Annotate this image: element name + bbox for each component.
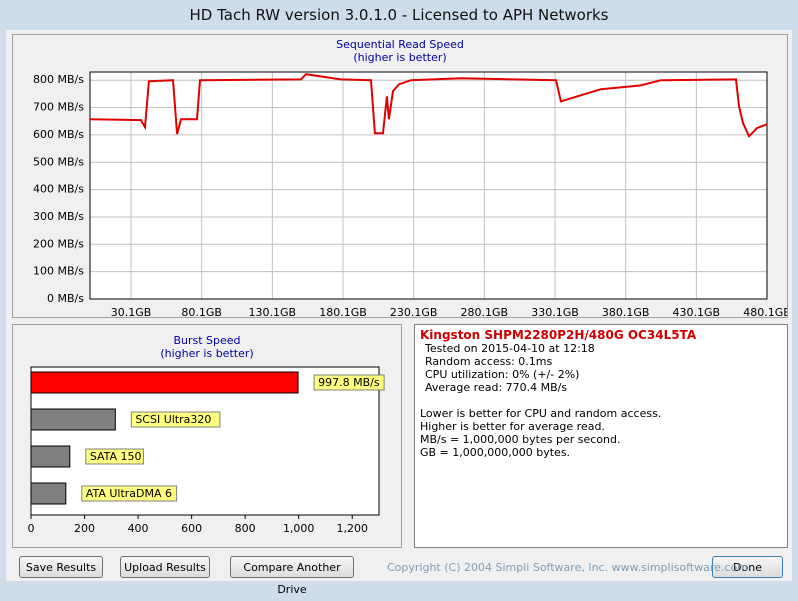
info-line: Lower is better for CPU and random acces… (420, 407, 662, 420)
info-line: Tested on 2015-04-10 at 12:18 (425, 342, 595, 355)
bar (30, 371, 299, 394)
x-tick-label: 400 (128, 522, 149, 535)
burst-chart: Burst Speed (higher is better) 0 200 400 60… (28, 334, 385, 535)
chart-title: Burst Speed (173, 334, 240, 347)
x-tick-label: 180.1GB (319, 306, 367, 317)
y-tick-label: 200 MB/s (33, 237, 84, 250)
x-tick-label: 280.1GB (461, 306, 509, 317)
y-tick-label: 700 MB/s (33, 101, 84, 114)
bar-label: 997.8 MB/s (318, 376, 380, 389)
read-panel: Sequential Read Speed (higher is better)… (12, 34, 791, 319)
burst-panel: Burst Speed (higher is better) 0 200 400 60… (12, 324, 402, 548)
x-tick-label: 30.1GB (111, 306, 152, 317)
x-tick-label: 380.1GB (602, 306, 650, 317)
chart-subtitle: (higher is better) (353, 51, 446, 64)
info-line: MB/s = 1,000,000 bytes per second. (420, 433, 621, 446)
bar-label: SATA 150 (90, 450, 142, 463)
y-tick-label: 100 MB/s (33, 265, 84, 278)
client-area: Sequential Read Speed (higher is better)… (6, 30, 792, 596)
x-tick-label: 330.1GB (531, 306, 579, 317)
info-line: CPU utilization: 0% (+/- 2%) (425, 368, 580, 381)
upload-button[interactable]: Upload Results (120, 556, 210, 578)
label-box (313, 374, 385, 391)
x-tick-label: 430.1GB (673, 306, 721, 317)
chart-subtitle: (higher is better) (160, 347, 253, 360)
y-tick-label: 500 MB/s (33, 155, 84, 168)
read-line (89, 73, 768, 139)
x-tick-label: 480.1GB (743, 306, 787, 317)
info-line: Random access: 0.1ms (425, 355, 553, 368)
bar (30, 408, 116, 431)
bar-label: ATA UltraDMA 6 (86, 487, 172, 500)
window: HD Tach RW version 3.0.1.0 - Licensed to… (6, 6, 792, 596)
x-tick-label: 0 (28, 522, 35, 535)
info-panel: Kingston SHPM2280P2H/480G OC34L5TA Teste… (414, 324, 788, 548)
y-tick-label: 300 MB/s (33, 210, 84, 223)
bar-label: SCSI Ultra320 (135, 413, 211, 426)
chart-title: Sequential Read Speed (336, 38, 464, 51)
x-tick-label: 80.1GB (181, 306, 222, 317)
plot-border (89, 71, 768, 300)
x-tick-label: 800 (235, 522, 256, 535)
bar (30, 482, 67, 505)
info-line: Higher is better for average read. (420, 420, 605, 433)
compare-button[interactable]: Compare Another Drive (230, 556, 354, 596)
done-button[interactable]: Done (712, 556, 783, 578)
x-tick-label: 1,000 (283, 522, 315, 535)
x-tick-label: 1,200 (336, 522, 368, 535)
x-tick-label: 130.1GB (249, 306, 297, 317)
plot-area (89, 71, 768, 300)
info-line: Average read: 770.4 MB/s (425, 381, 568, 394)
x-tick-label: 230.1GB (390, 306, 438, 317)
save-button[interactable]: Save Results (19, 556, 103, 578)
y-tick-label: 0 MB/s (47, 292, 84, 305)
label-box (85, 448, 144, 465)
window-title: HD Tach RW version 3.0.1.0 - Licensed to… (189, 6, 609, 24)
drive-name: Kingston SHPM2280P2H/480G OC34L5TA (420, 328, 697, 342)
label-box (81, 485, 178, 502)
x-tick-label: 600 (181, 522, 202, 535)
info-line: GB = 1,000,000,000 bytes. (420, 446, 571, 459)
y-tick-label: 400 MB/s (33, 183, 84, 196)
label-box (130, 411, 221, 428)
bar (30, 445, 71, 468)
y-tick-label: 600 MB/s (33, 128, 84, 141)
y-tick-label: 800 MB/s (33, 73, 84, 86)
copyright: Copyright (C) 2004 Simpli Software, Inc.… (387, 561, 748, 574)
read-chart: Sequential Read Speed (higher is better)… (33, 38, 791, 319)
x-tick-label: 200 (74, 522, 95, 535)
